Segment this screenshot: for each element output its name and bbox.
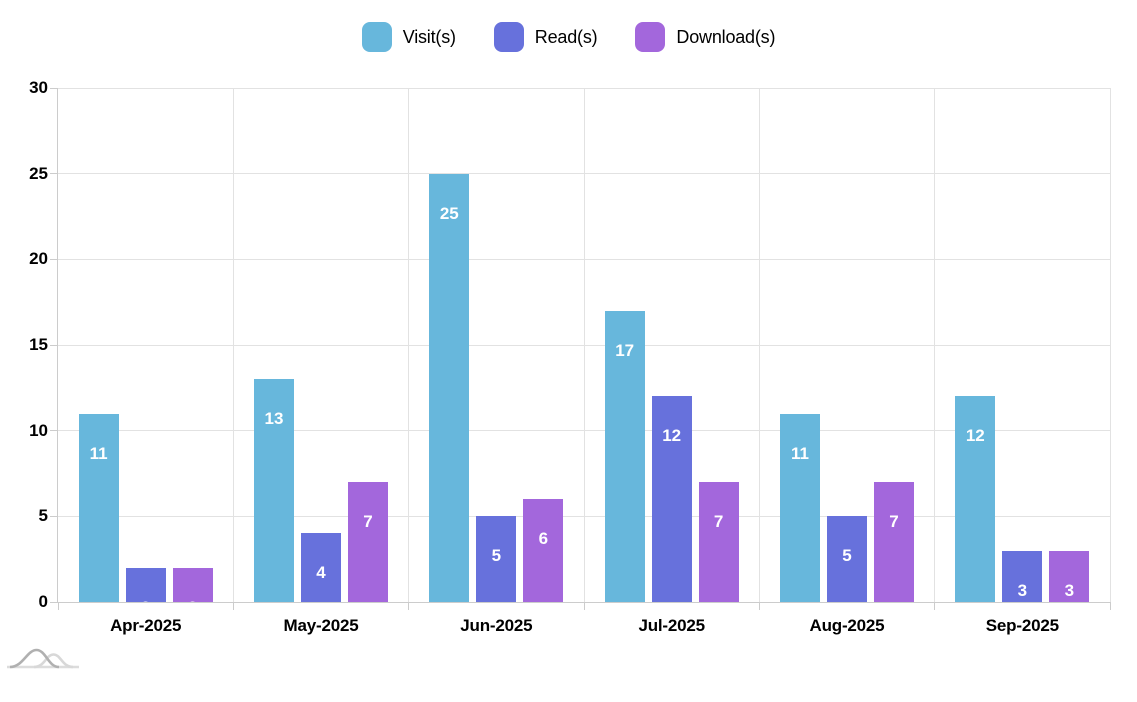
bar-read-s-may-2025[interactable]: 4 [300, 533, 341, 602]
x-tick-5 [934, 603, 936, 610]
y-tick-10 [50, 430, 57, 432]
bar-download-s-jul-2025[interactable]: 7 [698, 482, 739, 602]
x-axis-label-sep-2025: Sep-2025 [985, 616, 1059, 635]
legend-label: Download(s) [676, 26, 776, 47]
bar-value-label: 6 [538, 529, 549, 549]
y-axis-label-15: 15 [29, 335, 48, 354]
x-tick-2 [408, 603, 410, 610]
y-axis-label-10: 10 [29, 420, 48, 440]
bar-download-s-sep-2025[interactable]: 3 [1049, 550, 1090, 602]
bar-value-label: 2 [126, 598, 166, 602]
bar-value-label: 7 [889, 512, 899, 532]
y-axis-line [57, 88, 58, 602]
bar-visit-s-apr-2025[interactable]: 11 [78, 413, 119, 602]
x-tick-0 [57, 603, 59, 610]
legend-swatch-read-s [493, 22, 524, 52]
bar-visit-s-aug-2025[interactable]: 11 [779, 413, 820, 602]
category-group-apr-2025: 11 2 2 [58, 88, 233, 602]
bar-value-label: 12 [965, 426, 985, 446]
legend-label: Read(s) [534, 26, 598, 47]
bar-value-label: 12 [662, 426, 682, 446]
bar-download-s-apr-2025[interactable]: 2 [172, 567, 213, 602]
x-tick-6 [1109, 603, 1111, 610]
bar-download-s-may-2025[interactable]: 7 [347, 482, 388, 602]
y-axis-label-0: 0 [38, 592, 48, 611]
y-tick-25 [50, 173, 57, 175]
bar-value-label: 17 [615, 340, 635, 360]
x-axis-label-jul-2025: Jul-2025 [638, 616, 705, 635]
bar-read-s-jul-2025[interactable]: 12 [651, 396, 692, 602]
y-tick-5 [50, 515, 57, 517]
gridline-v-5 [934, 88, 936, 602]
bar-visit-s-sep-2025[interactable]: 12 [955, 396, 996, 602]
bar-value-label: 7 [713, 512, 724, 532]
bar-value-label: 13 [264, 409, 284, 429]
bar-value-label: 11 [89, 443, 108, 463]
gridline-v-1 [232, 88, 234, 602]
category-group-jul-2025: 17 12 7 [584, 88, 759, 602]
bar-value-label: 25 [439, 203, 459, 223]
x-axis-label-jun-2025: Jun-2025 [460, 616, 533, 635]
bar-value-label: 2 [173, 598, 213, 602]
bar-value-label: 7 [363, 512, 373, 532]
y-tick-0 [50, 601, 57, 603]
plot-area: 1122134725561712711571233 [50, 87, 1111, 610]
bar-value-label: 4 [316, 563, 326, 583]
y-tick-30 [50, 87, 57, 89]
x-tick-4 [758, 603, 760, 610]
y-tick-20 [50, 258, 57, 260]
gridline-v-6 [1109, 88, 1111, 602]
bar-visit-s-may-2025[interactable]: 13 [253, 379, 294, 602]
amcharts-logo-dark-curve [9, 648, 60, 669]
amcharts-logo-light-curve [33, 653, 74, 669]
legend-item-read-s[interactable]: Read(s) [493, 22, 598, 52]
gridline-v-3 [583, 88, 585, 602]
bar-value-label: 5 [842, 546, 852, 566]
gridline-v-2 [408, 88, 410, 602]
chart-legend: Visit(s) Read(s) Download(s) [0, 22, 1137, 52]
x-tick-3 [583, 603, 585, 610]
legend-label: Visit(s) [402, 26, 456, 47]
legend-swatch-download-s [635, 22, 666, 52]
x-axis-label-may-2025: May-2025 [283, 616, 359, 635]
bar-read-s-aug-2025[interactable]: 5 [826, 516, 867, 602]
category-group-jun-2025: 25 5 6 [409, 88, 584, 602]
bar-download-s-jun-2025[interactable]: 6 [523, 499, 564, 602]
bar-read-s-jun-2025[interactable]: 5 [476, 516, 517, 602]
bar-read-s-apr-2025[interactable]: 2 [125, 567, 166, 602]
bar-visit-s-jun-2025[interactable]: 25 [429, 173, 470, 602]
bar-visit-s-jul-2025[interactable]: 17 [604, 310, 645, 602]
bar-read-s-sep-2025[interactable]: 3 [1002, 550, 1043, 602]
category-group-may-2025: 13 4 7 [233, 88, 408, 602]
category-group-sep-2025: 12 3 3 [935, 88, 1110, 602]
x-axis-label-apr-2025: Apr-2025 [110, 616, 182, 635]
x-axis-line [57, 602, 1111, 603]
bar-value-label: 5 [491, 546, 502, 566]
legend-item-visit-s[interactable]: Visit(s) [361, 22, 456, 52]
bar-value-label: 11 [790, 443, 809, 463]
legend-swatch-visit-s [361, 22, 392, 52]
y-axis-label-5: 5 [38, 506, 48, 526]
bar-download-s-aug-2025[interactable]: 7 [873, 482, 914, 602]
y-axis-label-25: 25 [29, 163, 48, 183]
bar-value-label: 3 [1017, 580, 1028, 600]
gridline-v-4 [758, 88, 760, 602]
y-axis-label-30: 30 [29, 78, 48, 97]
legend-item-download-s[interactable]: Download(s) [635, 22, 775, 52]
y-tick-15 [50, 344, 57, 346]
y-axis-label-20: 20 [29, 249, 48, 269]
x-tick-1 [232, 603, 234, 610]
bar-value-label: 3 [1064, 580, 1075, 600]
x-axis-label-aug-2025: Aug-2025 [809, 616, 885, 635]
amcharts-logo[interactable] [5, 643, 85, 675]
category-group-aug-2025: 11 5 7 [759, 88, 934, 602]
